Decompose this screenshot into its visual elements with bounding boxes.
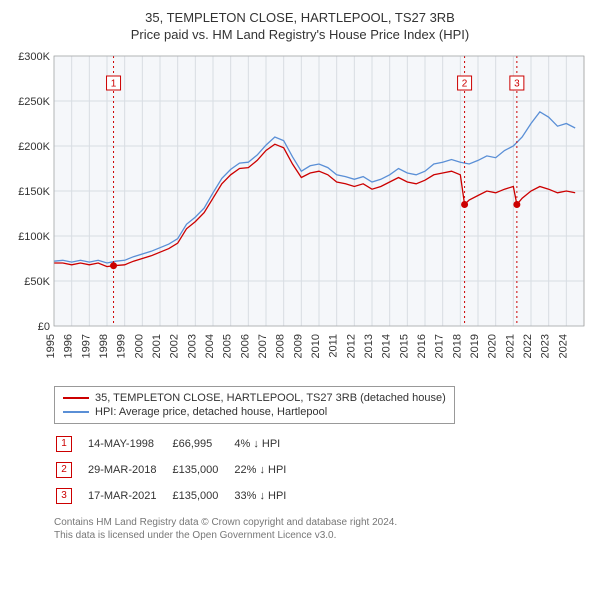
svg-text:2010: 2010 — [310, 334, 322, 358]
table-row: 3 17-MAR-2021£135,00033% ↓ HPI — [56, 484, 300, 508]
svg-text:2004: 2004 — [204, 334, 216, 358]
transaction-price: £66,995 — [172, 432, 232, 456]
marker-badge: 2 — [56, 462, 72, 478]
svg-text:2015: 2015 — [398, 334, 410, 358]
legend-swatch — [63, 397, 89, 399]
license-line: This data is licensed under the Open Gov… — [54, 529, 590, 542]
svg-text:2000: 2000 — [133, 334, 145, 358]
license-text: Contains HM Land Registry data © Crown c… — [54, 516, 590, 542]
chart-title-main: 35, TEMPLETON CLOSE, HARTLEPOOL, TS27 3R… — [10, 10, 590, 25]
svg-text:£100K: £100K — [18, 231, 50, 243]
svg-text:2014: 2014 — [381, 334, 393, 358]
transaction-price: £135,000 — [172, 458, 232, 482]
transaction-diff: 33% ↓ HPI — [234, 484, 300, 508]
svg-text:1996: 1996 — [63, 334, 75, 358]
svg-text:£50K: £50K — [24, 276, 50, 288]
svg-text:1999: 1999 — [116, 334, 128, 358]
svg-text:2022: 2022 — [522, 334, 534, 358]
svg-text:2011: 2011 — [328, 334, 340, 358]
svg-text:2013: 2013 — [363, 334, 375, 358]
svg-text:2023: 2023 — [540, 334, 552, 358]
svg-text:2009: 2009 — [292, 334, 304, 358]
svg-text:2008: 2008 — [275, 334, 287, 358]
transactions-table: 1 14-MAY-1998£66,9954% ↓ HPI 2 29-MAR-2018£… — [54, 430, 302, 510]
svg-text:£200K: £200K — [18, 141, 50, 153]
svg-text:2018: 2018 — [451, 334, 463, 358]
svg-text:1995: 1995 — [45, 334, 57, 358]
svg-text:2005: 2005 — [222, 334, 234, 358]
svg-text:£150K: £150K — [18, 186, 50, 198]
svg-text:2020: 2020 — [487, 334, 499, 358]
chart-title-sub: Price paid vs. HM Land Registry's House … — [10, 27, 590, 42]
svg-text:2003: 2003 — [186, 334, 198, 358]
license-line: Contains HM Land Registry data © Crown c… — [54, 516, 590, 529]
legend-swatch — [63, 411, 89, 413]
svg-text:£300K: £300K — [18, 51, 50, 63]
transaction-diff: 22% ↓ HPI — [234, 458, 300, 482]
table-row: 2 29-MAR-2018£135,00022% ↓ HPI — [56, 458, 300, 482]
transaction-date: 17-MAR-2021 — [88, 484, 170, 508]
svg-text:2019: 2019 — [469, 334, 481, 358]
transaction-date: 14-MAY-1998 — [88, 432, 170, 456]
svg-text:2021: 2021 — [504, 334, 516, 358]
legend-label: HPI: Average price, detached house, Hart… — [95, 406, 327, 418]
transaction-date: 29-MAR-2018 — [88, 458, 170, 482]
svg-text:2017: 2017 — [434, 334, 446, 358]
svg-text:1997: 1997 — [80, 334, 92, 358]
line-chart: £0 £50K £100K £150K £200K £250K £300K 1995 1996 1… — [10, 50, 590, 380]
transaction-price: £135,000 — [172, 484, 232, 508]
marker-badge: 1 — [56, 436, 72, 452]
svg-text:2024: 2024 — [557, 334, 569, 358]
legend-item: 35, TEMPLETON CLOSE, HARTLEPOOL, TS27 3R… — [63, 391, 446, 405]
svg-text:1: 1 — [111, 79, 117, 90]
svg-text:3: 3 — [514, 79, 520, 90]
table-row: 1 14-MAY-1998£66,9954% ↓ HPI — [56, 432, 300, 456]
legend: 35, TEMPLETON CLOSE, HARTLEPOOL, TS27 3R… — [54, 386, 455, 424]
svg-text:2016: 2016 — [416, 334, 428, 358]
svg-text:2002: 2002 — [169, 334, 181, 358]
svg-text:2007: 2007 — [257, 334, 269, 358]
svg-text:2012: 2012 — [345, 334, 357, 358]
marker-badge: 3 — [56, 488, 72, 504]
legend-item: HPI: Average price, detached house, Hart… — [63, 405, 446, 419]
svg-text:2: 2 — [462, 79, 468, 90]
transaction-diff: 4% ↓ HPI — [234, 432, 300, 456]
legend-label: 35, TEMPLETON CLOSE, HARTLEPOOL, TS27 3R… — [95, 392, 446, 404]
svg-text:2006: 2006 — [239, 334, 251, 358]
svg-text:1998: 1998 — [98, 334, 110, 358]
svg-text:£0: £0 — [38, 321, 50, 333]
svg-text:2001: 2001 — [151, 334, 163, 358]
svg-text:£250K: £250K — [18, 96, 50, 108]
